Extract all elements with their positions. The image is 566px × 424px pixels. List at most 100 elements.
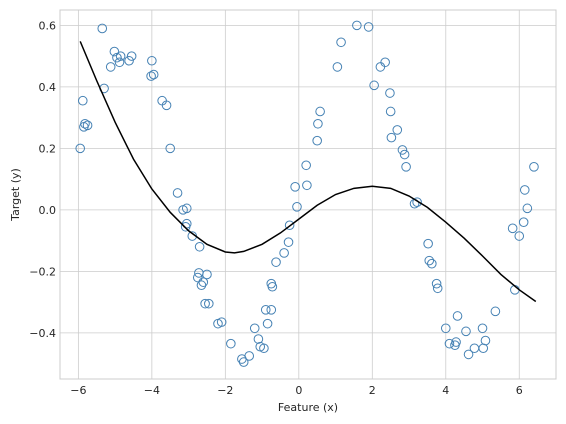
data-point xyxy=(202,269,212,280)
y-tick-label: 0.0 xyxy=(39,204,57,217)
data-point xyxy=(181,203,192,214)
data-point xyxy=(161,100,172,111)
data-point xyxy=(196,280,207,291)
data-point xyxy=(124,55,134,66)
data-point xyxy=(463,349,474,360)
data-point xyxy=(423,238,433,249)
data-point xyxy=(172,188,183,198)
data-point xyxy=(260,305,271,315)
data-point xyxy=(312,135,322,146)
data-point xyxy=(452,311,463,321)
data-point xyxy=(290,182,300,192)
y-tick-label: 0.6 xyxy=(39,19,57,32)
data-point xyxy=(126,51,137,61)
data-point xyxy=(427,258,437,269)
data-point xyxy=(490,306,501,317)
x-tick-label: −4 xyxy=(144,384,160,397)
data-point xyxy=(114,57,125,68)
x-tick-label: 0 xyxy=(295,384,302,397)
data-point xyxy=(301,160,311,171)
data-point xyxy=(283,237,294,247)
data-point xyxy=(380,57,390,68)
data-point xyxy=(432,283,443,294)
x-tick-label: 6 xyxy=(516,384,523,397)
data-point xyxy=(80,118,90,129)
data-point xyxy=(148,69,159,80)
fit-line xyxy=(79,41,537,303)
data-point xyxy=(514,231,525,241)
data-point xyxy=(259,343,269,354)
data-point xyxy=(522,203,533,214)
data-point xyxy=(313,118,323,129)
data-point xyxy=(77,95,88,106)
data-point xyxy=(253,334,264,344)
plot-frame xyxy=(59,9,557,380)
data-point xyxy=(198,277,209,287)
data-point xyxy=(216,317,227,327)
data-point xyxy=(451,337,461,347)
data-point xyxy=(507,223,518,234)
data-point xyxy=(284,220,295,231)
data-point xyxy=(480,335,491,346)
data-point xyxy=(266,305,277,315)
data-point xyxy=(302,180,312,191)
data-point xyxy=(279,248,289,258)
x-axis-label: Feature (x) xyxy=(278,401,338,414)
data-point xyxy=(204,298,214,309)
x-tick-label: −6 xyxy=(70,384,86,397)
data-point xyxy=(412,197,422,207)
data-point xyxy=(165,143,176,154)
data-point xyxy=(82,120,93,131)
y-tick-label: −0.4 xyxy=(29,327,56,340)
data-point xyxy=(180,221,191,232)
data-point xyxy=(397,145,408,155)
y-tick-labels: −0.4 −0.2 0.0 0.2 0.4 0.6 xyxy=(29,19,56,340)
data-point xyxy=(105,62,116,72)
data-point xyxy=(226,338,236,349)
y-tick-label: −0.2 xyxy=(29,265,56,278)
data-point xyxy=(200,298,210,309)
data-point xyxy=(444,338,455,349)
data-point xyxy=(315,106,325,117)
grid-lines xyxy=(60,10,556,379)
x-tick-labels: −6 −4 −2 0 2 4 6 xyxy=(70,384,522,397)
data-point xyxy=(194,241,205,252)
data-point xyxy=(332,62,343,72)
data-point xyxy=(352,20,362,31)
data-point xyxy=(147,55,157,66)
x-tick-label: 2 xyxy=(369,384,376,397)
data-point xyxy=(146,71,156,81)
data-point xyxy=(385,106,396,117)
data-point xyxy=(386,132,397,143)
data-point xyxy=(363,22,374,32)
data-point xyxy=(292,202,302,212)
plot-background xyxy=(60,10,556,379)
data-point xyxy=(392,125,403,135)
data-point xyxy=(519,185,530,195)
scatter-points xyxy=(75,20,539,367)
data-point xyxy=(244,351,255,361)
x-tick-label: 4 xyxy=(442,384,449,397)
data-point xyxy=(385,88,395,98)
data-point xyxy=(97,23,108,34)
data-point xyxy=(369,80,379,91)
data-point xyxy=(115,51,126,61)
data-point xyxy=(399,149,410,160)
data-point xyxy=(518,217,529,227)
y-tick-label: 0.4 xyxy=(39,81,57,94)
data-point xyxy=(336,37,346,48)
y-axis-label: Target (y) xyxy=(9,168,22,222)
data-point xyxy=(529,162,539,172)
data-point xyxy=(271,257,281,267)
x-tick-label: −2 xyxy=(217,384,233,397)
data-point xyxy=(262,318,273,329)
data-point xyxy=(249,323,260,334)
data-point xyxy=(238,357,249,367)
data-point xyxy=(401,162,411,172)
data-point xyxy=(477,323,488,334)
data-point xyxy=(424,255,435,266)
y-tick-label: 0.2 xyxy=(39,142,57,155)
data-point xyxy=(267,281,278,292)
data-point xyxy=(461,326,471,337)
data-point xyxy=(440,323,451,334)
